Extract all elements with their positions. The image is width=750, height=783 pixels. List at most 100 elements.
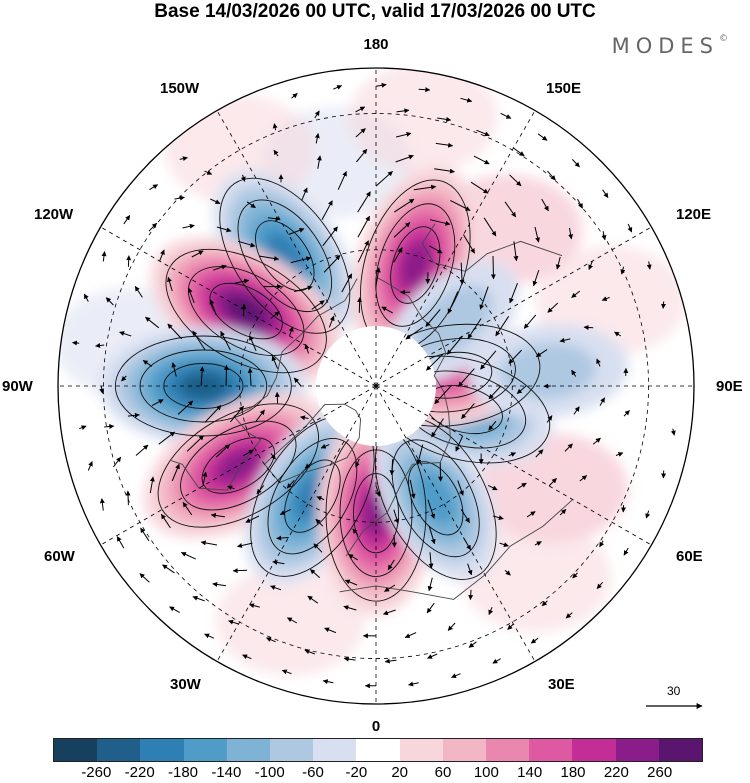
map-border (57, 67, 695, 705)
wind-vector (413, 184, 437, 191)
wind-vector (148, 222, 158, 232)
wind-vector (476, 129, 490, 137)
coastline (264, 403, 362, 483)
meridian-line (216, 110, 377, 387)
wind-vector (451, 673, 461, 679)
contour-line (180, 420, 297, 511)
wind-vector (135, 444, 149, 456)
wind-vector (546, 415, 553, 423)
wind-vector (272, 560, 285, 565)
wind-vector (596, 581, 603, 589)
wind-vector (324, 627, 337, 634)
wind-vector (462, 234, 476, 254)
wind-vector (513, 147, 525, 157)
wind-vector (462, 537, 472, 551)
wind-vector (670, 428, 676, 436)
colorbar-segment (183, 739, 227, 761)
wind-vector (291, 93, 298, 99)
wind-vector (343, 656, 356, 662)
reference-vector-value: 30 (667, 684, 681, 698)
wind-vector (192, 595, 205, 602)
wind-vector (434, 385, 452, 405)
wind-vector (337, 171, 347, 190)
wind-vector (583, 325, 594, 330)
wind-vector (273, 149, 279, 157)
coastline (421, 223, 563, 272)
contour-line (157, 403, 319, 528)
meridian-line (375, 385, 652, 546)
meridian-line (100, 226, 377, 387)
wind-vectors (72, 82, 676, 689)
colorbar-segment (313, 739, 357, 761)
wind-vector (316, 496, 325, 501)
wind-vector (623, 410, 630, 417)
colorbar-tick-label: 220 (603, 764, 629, 781)
meridian-line (375, 110, 536, 387)
wind-vector (249, 603, 261, 609)
wind-vector (323, 255, 341, 273)
meridian-label-180: 180 (363, 36, 389, 53)
wind-vector (395, 154, 414, 163)
wind-vector (357, 191, 371, 213)
wind-vector (210, 198, 221, 205)
wind-vector (357, 215, 371, 238)
wind-vector (426, 602, 435, 614)
wind-vector (375, 171, 393, 187)
wind-vector (446, 335, 463, 355)
contour-line (187, 266, 305, 356)
wind-vector (123, 214, 131, 225)
wind-vector (447, 622, 456, 631)
anomaly-cell (467, 323, 629, 418)
wind-vector (623, 547, 629, 556)
wind-vector (216, 226, 232, 233)
wind-vector (418, 87, 431, 93)
wind-vector (509, 174, 522, 187)
wind-vector (384, 658, 397, 664)
wind-vector (272, 123, 278, 131)
wind-vector (375, 485, 381, 497)
wind-vector (182, 223, 195, 229)
wind-vector (187, 287, 195, 304)
wind-vector (321, 200, 333, 220)
wind-vector (457, 480, 464, 496)
wind-vector (508, 349, 522, 364)
wind-vector (425, 309, 441, 327)
wind-vector (461, 403, 475, 419)
wind-vector (142, 359, 153, 367)
copyright-mark: © (719, 34, 728, 44)
wind-vector (162, 564, 175, 574)
wind-vector (660, 301, 666, 309)
coastline (345, 276, 451, 557)
wind-vector (256, 485, 265, 495)
colorbar-tick-label: -100 (254, 764, 285, 781)
wind-vector (243, 449, 255, 457)
wind-vector (559, 508, 567, 516)
wind-vector (467, 563, 473, 576)
wind-vector (568, 227, 574, 240)
wind-vector (341, 273, 353, 293)
wind-vector (535, 349, 548, 358)
wind-vector (149, 476, 155, 494)
wind-vector (479, 286, 489, 310)
wind-vector (548, 478, 557, 487)
wind-vector (389, 459, 395, 476)
wind-vector (393, 509, 400, 524)
wind-vector (139, 573, 150, 583)
wind-vector (393, 222, 411, 238)
wind-vector (167, 276, 173, 292)
wind-vector (220, 330, 231, 351)
wind-vector (171, 463, 180, 482)
wind-vector (428, 245, 443, 254)
wind-vector (620, 266, 626, 275)
wind-vector (270, 585, 282, 591)
wind-vector (532, 269, 540, 287)
anomaly-band (227, 296, 266, 326)
wind-vector (596, 358, 601, 367)
wind-vector (435, 142, 454, 148)
wind-vector (237, 240, 256, 248)
wind-vector (293, 377, 302, 387)
wind-vector (355, 106, 366, 113)
meridian-label-0: 0 (371, 718, 381, 735)
wind-vector (213, 264, 227, 271)
colorbar-segment (572, 739, 616, 761)
